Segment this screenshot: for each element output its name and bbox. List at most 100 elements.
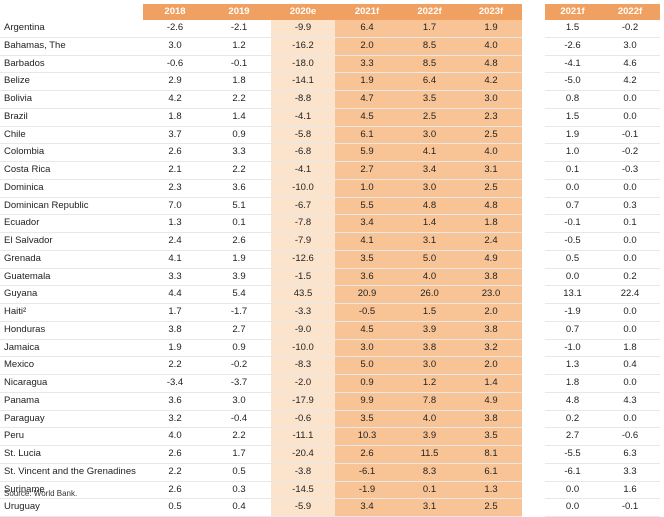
- value-cell: 3.2: [460, 339, 522, 358]
- value-cell: 13.1: [545, 285, 600, 304]
- country-name: Colombia: [0, 143, 143, 162]
- column-gap: [522, 374, 545, 393]
- value-cell: 4.2: [460, 72, 522, 91]
- value-cell: 2.1: [143, 161, 207, 180]
- value-cell: 0.0: [600, 179, 660, 198]
- value-cell: -8.3: [271, 356, 335, 375]
- value-cell: 3.3: [207, 143, 271, 162]
- country-name: Barbados: [0, 55, 143, 74]
- column-gap: [522, 481, 545, 499]
- value-cell: 2.4: [460, 232, 522, 251]
- table-row: Jamaica 1.9 0.9 -10.0 3.0 3.8 3.2 -1.0 1.8: [0, 339, 660, 358]
- table-row: Bahamas, The 3.0 1.2 -16.2 2.0 8.5 4.0 -2.6 3.0: [0, 37, 660, 56]
- value-cell: -12.6: [271, 250, 335, 269]
- value-cell: -20.4: [271, 445, 335, 464]
- column-gap: [522, 143, 545, 162]
- value-cell: 3.2: [143, 410, 207, 429]
- value-cell: 2.5: [460, 179, 522, 198]
- value-cell: -3.8: [271, 463, 335, 482]
- value-cell: 0.0: [545, 498, 600, 517]
- value-cell: 3.8: [460, 410, 522, 429]
- column-gap: [522, 392, 545, 410]
- country-name: Nicaragua: [0, 374, 143, 393]
- country-name: Jamaica: [0, 339, 143, 358]
- value-cell: 1.4: [460, 374, 522, 393]
- value-cell: 3.5: [460, 427, 522, 446]
- table-body: Argentina -2.6 -2.1 -9.9 6.4 1.7 1.9 1.5 -0.2 Bah…: [0, 20, 660, 517]
- value-cell: 4.5: [335, 321, 399, 340]
- value-cell: 1.9: [335, 72, 399, 91]
- country-name: St. Vincent and the Grenadines: [0, 463, 143, 482]
- value-cell: 4.9: [460, 250, 522, 269]
- value-cell: 26.0: [399, 285, 460, 304]
- value-cell: 0.1: [545, 161, 600, 180]
- value-cell: 3.0: [399, 126, 460, 145]
- value-cell: 8.5: [399, 37, 460, 56]
- gdp-growth-table: 2018 2019 2020e 2021f 2022f 2023f 2021f 2022f A…: [0, 4, 660, 517]
- value-cell: 3.7: [143, 126, 207, 145]
- column-gap: [522, 339, 545, 357]
- year-header-2021f: 2021f: [335, 4, 399, 20]
- value-cell: 43.5: [271, 285, 335, 304]
- value-cell: 1.9: [545, 126, 600, 145]
- value-cell: 3.5: [399, 90, 460, 109]
- value-cell: 0.1: [399, 481, 460, 500]
- country-name: Brazil: [0, 108, 143, 127]
- value-cell: 7.8: [399, 392, 460, 411]
- header-row: 2018 2019 2020e 2021f 2022f 2023f 2021f 2022f: [0, 4, 660, 20]
- value-cell: 2.4: [143, 232, 207, 251]
- value-cell: 1.8: [460, 214, 522, 233]
- value-cell: 2.9: [143, 72, 207, 91]
- country-name: Costa Rica: [0, 161, 143, 180]
- column-gap: [522, 161, 545, 180]
- value-cell: 2.7: [545, 427, 600, 446]
- value-cell: 0.4: [600, 356, 660, 375]
- table-row: Colombia 2.6 3.3 -6.8 5.9 4.1 4.0 1.0 -0.2: [0, 143, 660, 162]
- value-cell: -0.1: [600, 498, 660, 517]
- value-cell: 3.6: [207, 179, 271, 198]
- country-name: Uruguay: [0, 498, 143, 517]
- value-cell: 2.2: [143, 463, 207, 482]
- value-cell: 2.6: [143, 481, 207, 500]
- value-cell: 1.3: [460, 481, 522, 500]
- value-cell: 11.5: [399, 445, 460, 464]
- value-cell: 0.0: [600, 232, 660, 251]
- value-cell: 4.0: [460, 37, 522, 56]
- value-cell: -9.9: [271, 20, 335, 38]
- country-name: Argentina: [0, 20, 143, 38]
- value-cell: 4.5: [335, 108, 399, 127]
- value-cell: -1.7: [207, 303, 271, 322]
- value-cell: 3.1: [399, 498, 460, 517]
- value-cell: 4.4: [143, 285, 207, 304]
- table-row: Dominica 2.3 3.6 -10.0 1.0 3.0 2.5 0.0 0.0: [0, 179, 660, 198]
- value-cell: -6.8: [271, 143, 335, 162]
- table-row: Suriname 2.6 0.3 -14.5 -1.9 0.1 1.3 0.0 1.6: [0, 481, 660, 500]
- value-cell: 3.4: [335, 498, 399, 517]
- value-cell: 2.2: [207, 427, 271, 446]
- value-cell: 5.1: [207, 197, 271, 216]
- country-name: Ecuador: [0, 214, 143, 233]
- value-cell: 5.5: [335, 197, 399, 216]
- year-header-2020e: 2020e: [271, 4, 335, 20]
- value-cell: 1.7: [399, 20, 460, 38]
- value-cell: -9.0: [271, 321, 335, 340]
- country-name: El Salvador: [0, 232, 143, 251]
- revision-header-2022f: 2022f: [600, 4, 660, 20]
- value-cell: 0.1: [600, 214, 660, 233]
- table-row: Guatemala 3.3 3.9 -1.5 3.6 4.0 3.8 0.0 0.2: [0, 268, 660, 287]
- value-cell: -0.2: [207, 356, 271, 375]
- column-gap: [522, 55, 545, 73]
- value-cell: 0.0: [600, 374, 660, 393]
- table-row: Chile 3.7 0.9 -5.8 6.1 3.0 2.5 1.9 -0.1: [0, 126, 660, 145]
- value-cell: 2.2: [143, 356, 207, 375]
- value-cell: 2.0: [460, 303, 522, 322]
- value-cell: -0.6: [600, 427, 660, 446]
- table-row: St. Lucia 2.6 1.7 -20.4 2.6 11.5 8.1 -5.5 6.3: [0, 445, 660, 464]
- value-cell: -2.6: [143, 20, 207, 38]
- value-cell: -11.1: [271, 427, 335, 446]
- value-cell: -14.1: [271, 72, 335, 91]
- country-name: Honduras: [0, 321, 143, 340]
- value-cell: -6.7: [271, 197, 335, 216]
- table-row: Belize 2.9 1.8 -14.1 1.9 6.4 4.2 -5.0 4.2: [0, 72, 660, 91]
- year-header-2022f: 2022f: [399, 4, 460, 20]
